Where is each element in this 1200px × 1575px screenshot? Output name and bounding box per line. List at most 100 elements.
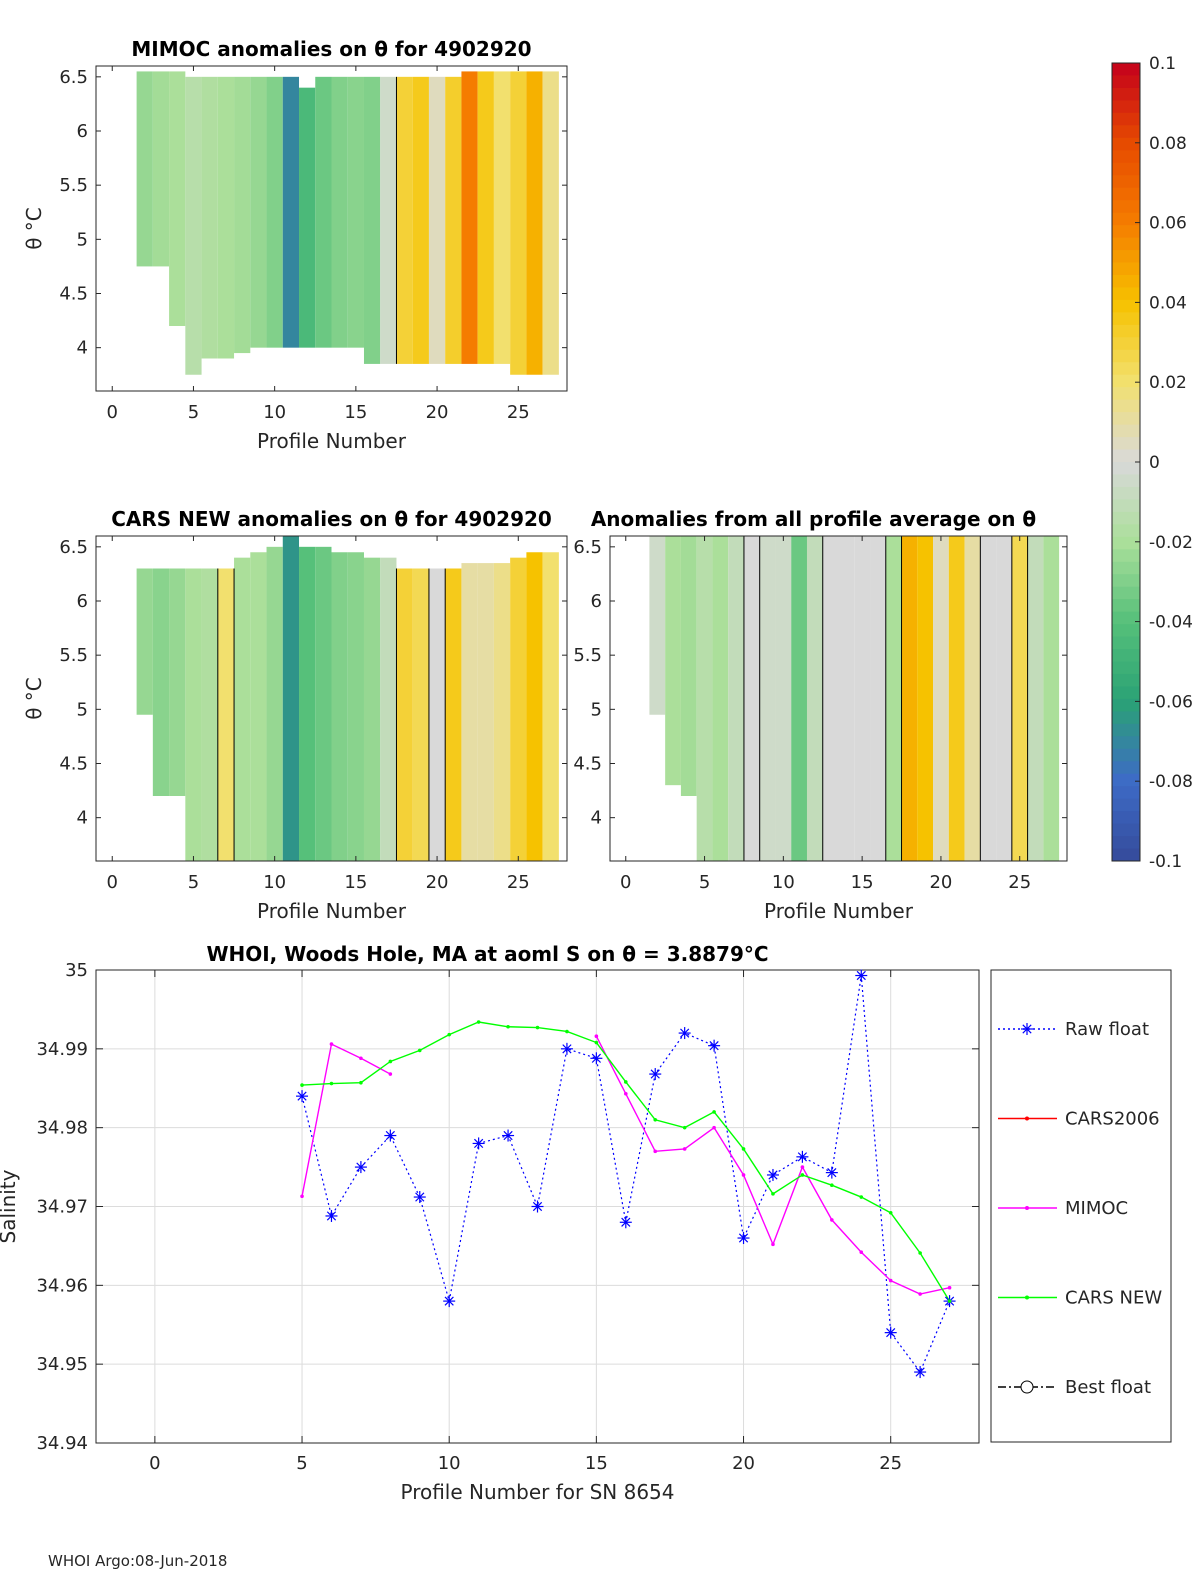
axes-box bbox=[95, 65, 568, 392]
heatmap-cell bbox=[331, 76, 348, 348]
x-axis-label: Profile Number bbox=[764, 899, 914, 923]
heatmap-cell bbox=[526, 552, 543, 861]
heatmap-cell bbox=[493, 71, 511, 364]
footer-stamp: WHOI Argo:08-Jun-2018 bbox=[48, 1552, 228, 1570]
colorbar-swatch bbox=[1112, 511, 1140, 525]
colorbar-tick-label: 0.04 bbox=[1149, 293, 1187, 313]
heatmap-cell bbox=[428, 76, 446, 364]
heatmap-cell bbox=[838, 536, 855, 861]
heatmap-cell bbox=[477, 563, 494, 861]
heatmap-cell bbox=[315, 546, 332, 861]
legend-marker bbox=[1025, 1116, 1029, 1121]
data-point bbox=[771, 1242, 775, 1247]
heatmap-cell bbox=[347, 76, 364, 348]
data-point bbox=[447, 1032, 452, 1037]
data-point bbox=[388, 1072, 393, 1076]
colorbar-swatch bbox=[1112, 536, 1140, 550]
heatmap-cell bbox=[791, 536, 807, 861]
colorbar-tick-label: 0.02 bbox=[1149, 373, 1187, 393]
colorbar-swatch bbox=[1112, 237, 1140, 251]
data-point bbox=[619, 1216, 632, 1229]
data-point bbox=[682, 1147, 687, 1151]
data-point bbox=[594, 1040, 599, 1045]
colorbar-swatch bbox=[1112, 798, 1140, 812]
y-tick-label: 4 bbox=[77, 808, 88, 829]
data-point bbox=[653, 1149, 658, 1154]
colorbar-swatch bbox=[1112, 262, 1140, 276]
legend-label: MIMOC bbox=[1065, 1198, 1128, 1219]
data-point bbox=[594, 1034, 599, 1039]
heatmap-cell bbox=[445, 76, 462, 364]
chart-title: CARS NEW anomalies on θ for 4902920 bbox=[111, 507, 552, 531]
x-tick-label: 0 bbox=[620, 872, 631, 893]
axes-box bbox=[609, 535, 1068, 862]
heatmap-mimoc: 0 5 10 15 20 25 4 4.5 5 5.5 6 6.5 Profile Number θ °C… bbox=[22, 37, 568, 453]
legend-marker bbox=[1025, 1295, 1029, 1300]
y-tick-label: 5.5 bbox=[59, 175, 88, 196]
heatmap-cell bbox=[396, 76, 413, 364]
y-tick-label: 4.5 bbox=[59, 284, 88, 305]
colorbar-swatch bbox=[1112, 424, 1140, 438]
heatmap-cell bbox=[996, 536, 1012, 861]
data-point bbox=[830, 1183, 834, 1188]
heatmap-cell bbox=[822, 536, 839, 861]
data-point bbox=[359, 1056, 363, 1061]
x-tick-label: 10 bbox=[263, 402, 286, 423]
colorbar-tick-label: 0.1 bbox=[1149, 54, 1176, 74]
axes-box bbox=[95, 969, 980, 1444]
x-tick-label: 5 bbox=[188, 872, 199, 893]
heatmap-cell bbox=[885, 536, 902, 861]
heatmap-cell bbox=[854, 536, 871, 861]
colorbar-swatch bbox=[1112, 225, 1140, 239]
heatmap-cell bbox=[363, 557, 381, 861]
data-point bbox=[884, 1326, 897, 1339]
data-point bbox=[531, 1200, 544, 1213]
heatmap-cell bbox=[136, 71, 153, 267]
y-tick-label: 6.5 bbox=[59, 537, 88, 558]
colorbar-swatch bbox=[1112, 87, 1140, 101]
data-point bbox=[649, 1068, 662, 1081]
colorbar-swatch bbox=[1112, 187, 1140, 201]
colorbar-swatch bbox=[1112, 212, 1140, 226]
heatmap-cell bbox=[363, 76, 381, 364]
colorbar-swatch bbox=[1112, 649, 1140, 662]
colorbar-swatch bbox=[1112, 274, 1140, 288]
heatmap-cell bbox=[266, 76, 283, 348]
x-tick-label: 5 bbox=[296, 1453, 307, 1474]
y-tick-label: 34.97 bbox=[36, 1197, 88, 1218]
x-axis-label: Profile Number bbox=[257, 899, 407, 923]
colorbar-tick-label: 0.06 bbox=[1149, 214, 1187, 234]
colorbar-swatch bbox=[1112, 100, 1140, 114]
heatmap-cell bbox=[217, 568, 235, 861]
data-point bbox=[388, 1059, 393, 1064]
colorbar-swatch bbox=[1112, 63, 1140, 76]
x-axis-label: Profile Number bbox=[257, 429, 407, 453]
data-point bbox=[766, 1168, 779, 1181]
x-tick-label: 25 bbox=[1008, 872, 1031, 893]
data-point bbox=[325, 1209, 338, 1222]
data-point bbox=[535, 1025, 540, 1030]
y-tick-label: 34.96 bbox=[36, 1275, 88, 1296]
legend-marker bbox=[1020, 1380, 1034, 1394]
colorbar-swatch bbox=[1112, 125, 1140, 139]
data-point bbox=[712, 1125, 716, 1130]
colorbar-tick-label: -0.04 bbox=[1149, 613, 1193, 633]
colorbar-swatch bbox=[1112, 549, 1140, 563]
data-point bbox=[296, 1090, 309, 1103]
heatmap-cell bbox=[775, 536, 792, 861]
y-tick-label: 6.5 bbox=[59, 67, 88, 88]
heatmap-cars_new: 0 5 10 15 20 25 4 4.5 5 5.5 6 6.5 Profile Number θ °C… bbox=[22, 507, 568, 923]
data-point bbox=[796, 1150, 809, 1163]
data-point bbox=[300, 1194, 304, 1199]
colorbar-swatch bbox=[1112, 337, 1140, 351]
heatmap-cell bbox=[299, 87, 316, 348]
colorbar-swatch bbox=[1112, 698, 1140, 712]
colorbar-swatch bbox=[1112, 474, 1140, 488]
data-point bbox=[476, 1020, 481, 1024]
data-point bbox=[855, 969, 868, 982]
heatmap-cell bbox=[649, 536, 666, 715]
data-point bbox=[417, 1048, 422, 1053]
legend-label: Raw float bbox=[1065, 1019, 1149, 1040]
x-axis-label: Profile Number for SN 8654 bbox=[400, 1480, 674, 1504]
colorbar-swatch bbox=[1112, 574, 1140, 588]
